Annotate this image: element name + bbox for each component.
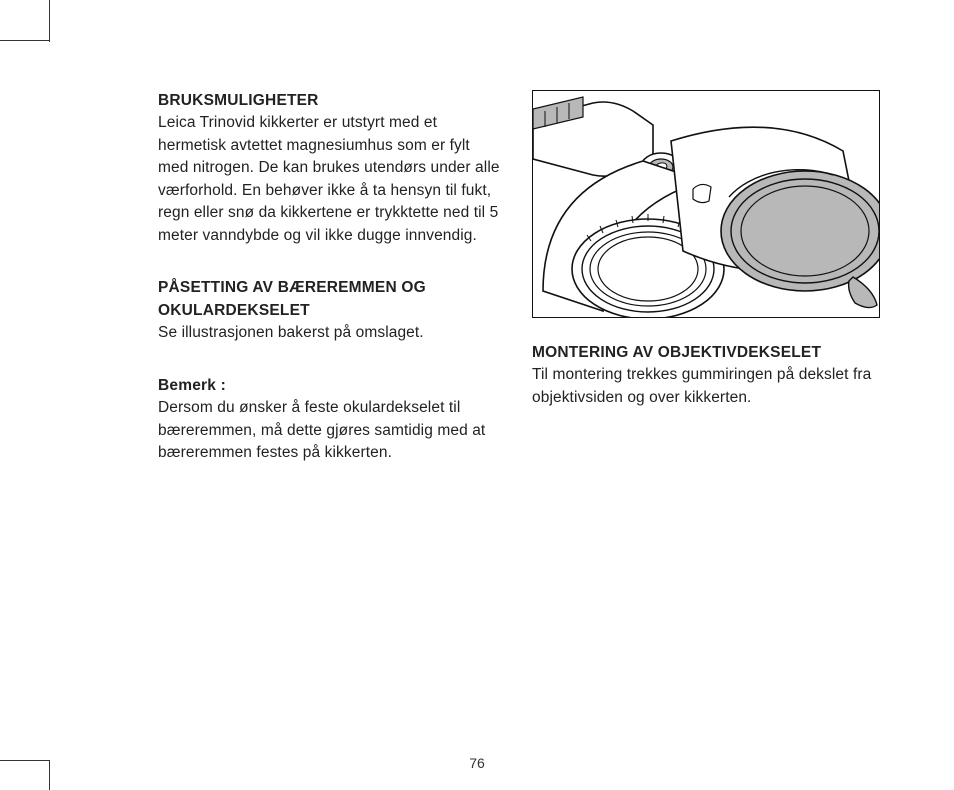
heading-bruksmuligheter: BRUKSMULIGHETER (158, 90, 504, 112)
section-montering: MONTERING AV OBJEKTIVDEKSELET Til monter… (532, 342, 878, 409)
section-bemerk: Bemerk : Dersom du ønsker å feste okular… (158, 375, 504, 465)
binocular-illustration-icon (533, 91, 879, 317)
heading-montering: MONTERING AV OBJEKTIVDEKSELET (532, 342, 878, 364)
body-pasetting: Se illustrasjonen bakerst på omslaget. (158, 322, 504, 344)
section-bruksmuligheter: BRUKSMULIGHETER Leica Trinovid kikkerter… (158, 90, 504, 247)
page-content: BRUKSMULIGHETER Leica Trinovid kikkerter… (158, 90, 878, 465)
body-montering: Til montering trekkes gummiringen på dek… (532, 364, 878, 409)
page-number: 76 (0, 755, 954, 771)
section-pasetting: PÅSETTING AV BÆREREMMEN OG OKULARDEKSELE… (158, 277, 504, 344)
heading-pasetting: PÅSETTING AV BÆREREMMEN OG OKULARDEKSELE… (158, 277, 504, 322)
body-bruksmuligheter: Leica Trinovid kikkerter er utstyrt med … (158, 112, 504, 247)
body-bemerk: Dersom du ønsker å feste okulardekselet … (158, 397, 504, 464)
right-column: MONTERING AV OBJEKTIVDEKSELET Til monter… (532, 90, 878, 465)
crop-mark-top-vertical (49, 0, 50, 42)
crop-mark-top-horizontal (0, 40, 50, 41)
two-column-layout: BRUKSMULIGHETER Leica Trinovid kikkerter… (158, 90, 878, 465)
heading-bemerk: Bemerk : (158, 375, 504, 397)
left-column: BRUKSMULIGHETER Leica Trinovid kikkerter… (158, 90, 504, 465)
binocular-figure (532, 90, 880, 318)
